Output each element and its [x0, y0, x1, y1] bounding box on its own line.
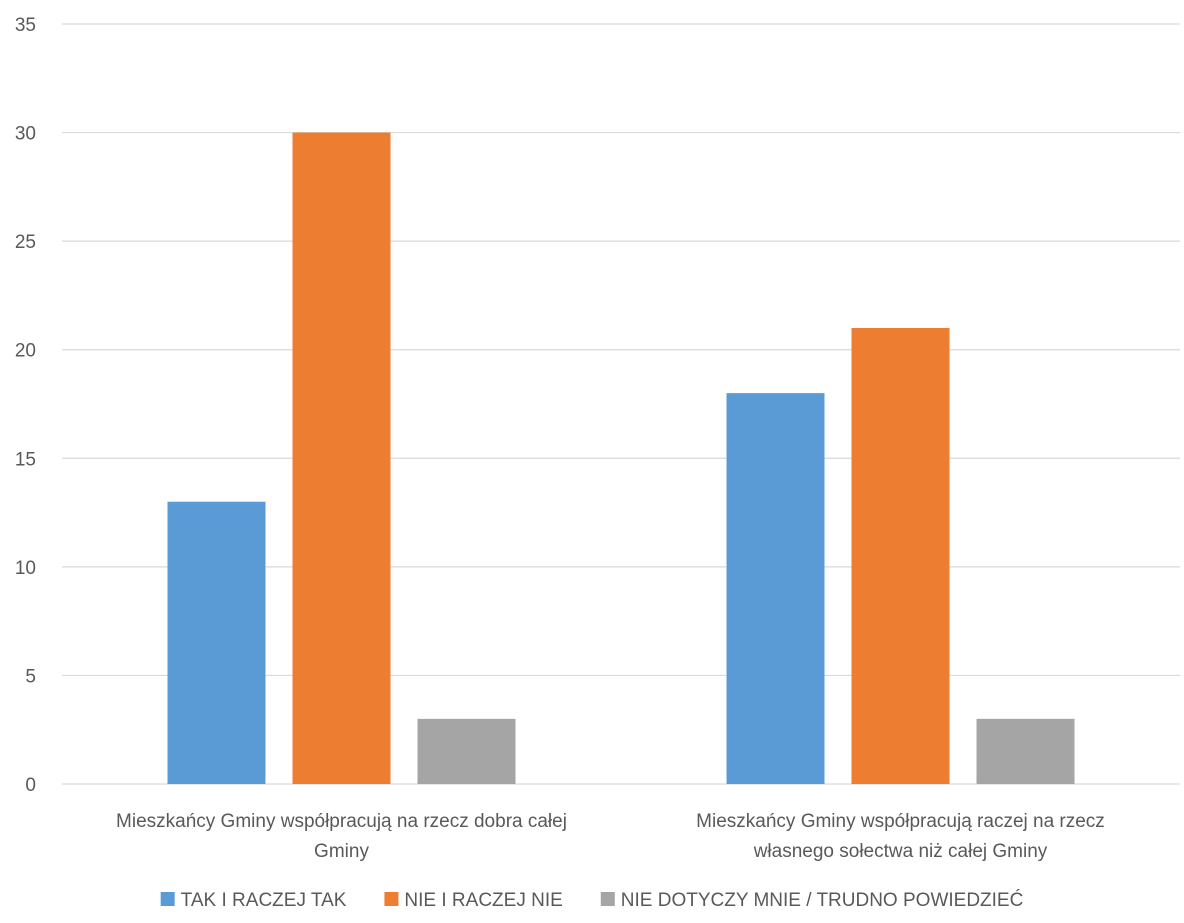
y-axis-ticks: 0 5 10 15 20 25 30 35 [15, 15, 36, 796]
bar-tak-i-raczej-tak-1 [167, 501, 266, 784]
y-tick-label: 10 [15, 558, 36, 579]
x-category-label-line: własnego sołectwa niż całej Gminy [753, 841, 1048, 862]
y-tick-label: 5 [25, 666, 36, 687]
legend-swatch [600, 892, 615, 906]
y-tick-label: 15 [15, 449, 36, 470]
x-category-label-line: Mieszkańcy Gminy współpracują raczej na … [696, 811, 1105, 832]
x-axis-category-labels: Mieszkańcy Gminy współpracują na rzecz d… [116, 811, 1105, 862]
y-tick-label: 30 [15, 124, 36, 145]
legend-swatch [160, 892, 175, 906]
x-category-label: Mieszkańcy Gminy współpracują raczej na … [696, 811, 1105, 862]
legend-item: NIE DOTYCZY MNIE / TRUDNO POWIEDZIEĆ [600, 889, 1024, 911]
bar-nie-dotyczy-mnie-trudno-powiedzieć-1 [417, 718, 516, 784]
legend: TAK I RACZEJ TAK NIE I RACZEJ NIE NIE DOTY… [160, 889, 1024, 911]
bar-nie-dotyczy-mnie-trudno-powiedzieć-2 [976, 718, 1075, 784]
x-category-label: Mieszkańcy Gminy współpracują na rzecz d… [116, 811, 567, 862]
bars [167, 132, 1075, 785]
legend-label: NIE DOTYCZY MNIE / TRUDNO POWIEDZIEĆ [621, 889, 1024, 911]
y-tick-label: 0 [25, 775, 36, 796]
y-tick-label: 20 [15, 341, 36, 362]
x-category-label-line: Gminy [314, 841, 369, 862]
legend-item: TAK I RACZEJ TAK [160, 890, 347, 911]
y-tick-label: 35 [15, 15, 36, 36]
bar-tak-i-raczej-tak-2 [726, 393, 825, 784]
legend-swatch [384, 892, 399, 906]
y-tick-label: 25 [15, 232, 36, 253]
bar-nie-i-raczej-nie-2 [851, 328, 950, 784]
x-category-label-line: Mieszkańcy Gminy współpracują na rzecz d… [116, 811, 567, 832]
bar-nie-i-raczej-nie-1 [292, 132, 391, 785]
legend-label: TAK I RACZEJ TAK [181, 890, 347, 911]
legend-label: NIE I RACZEJ NIE [404, 890, 562, 911]
legend-item: NIE I RACZEJ NIE [384, 890, 563, 911]
